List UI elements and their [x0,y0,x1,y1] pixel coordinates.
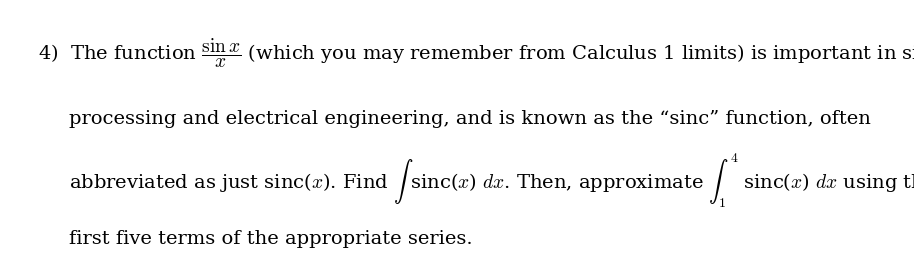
Text: processing and electrical engineering, and is known as the “sinc” function, ofte: processing and electrical engineering, a… [69,110,870,128]
Text: first five terms of the appropriate series.: first five terms of the appropriate seri… [69,229,473,248]
Text: abbreviated as just sinc($x$). Find $\int$ sinc($x$) $dx$. Then, approximate $\i: abbreviated as just sinc($x$). Find $\in… [69,151,914,210]
Text: 4)  The function $\dfrac{\sin x}{x}$ (which you may remember from Calculus 1 lim: 4) The function $\dfrac{\sin x}{x}$ (whi… [38,37,914,69]
